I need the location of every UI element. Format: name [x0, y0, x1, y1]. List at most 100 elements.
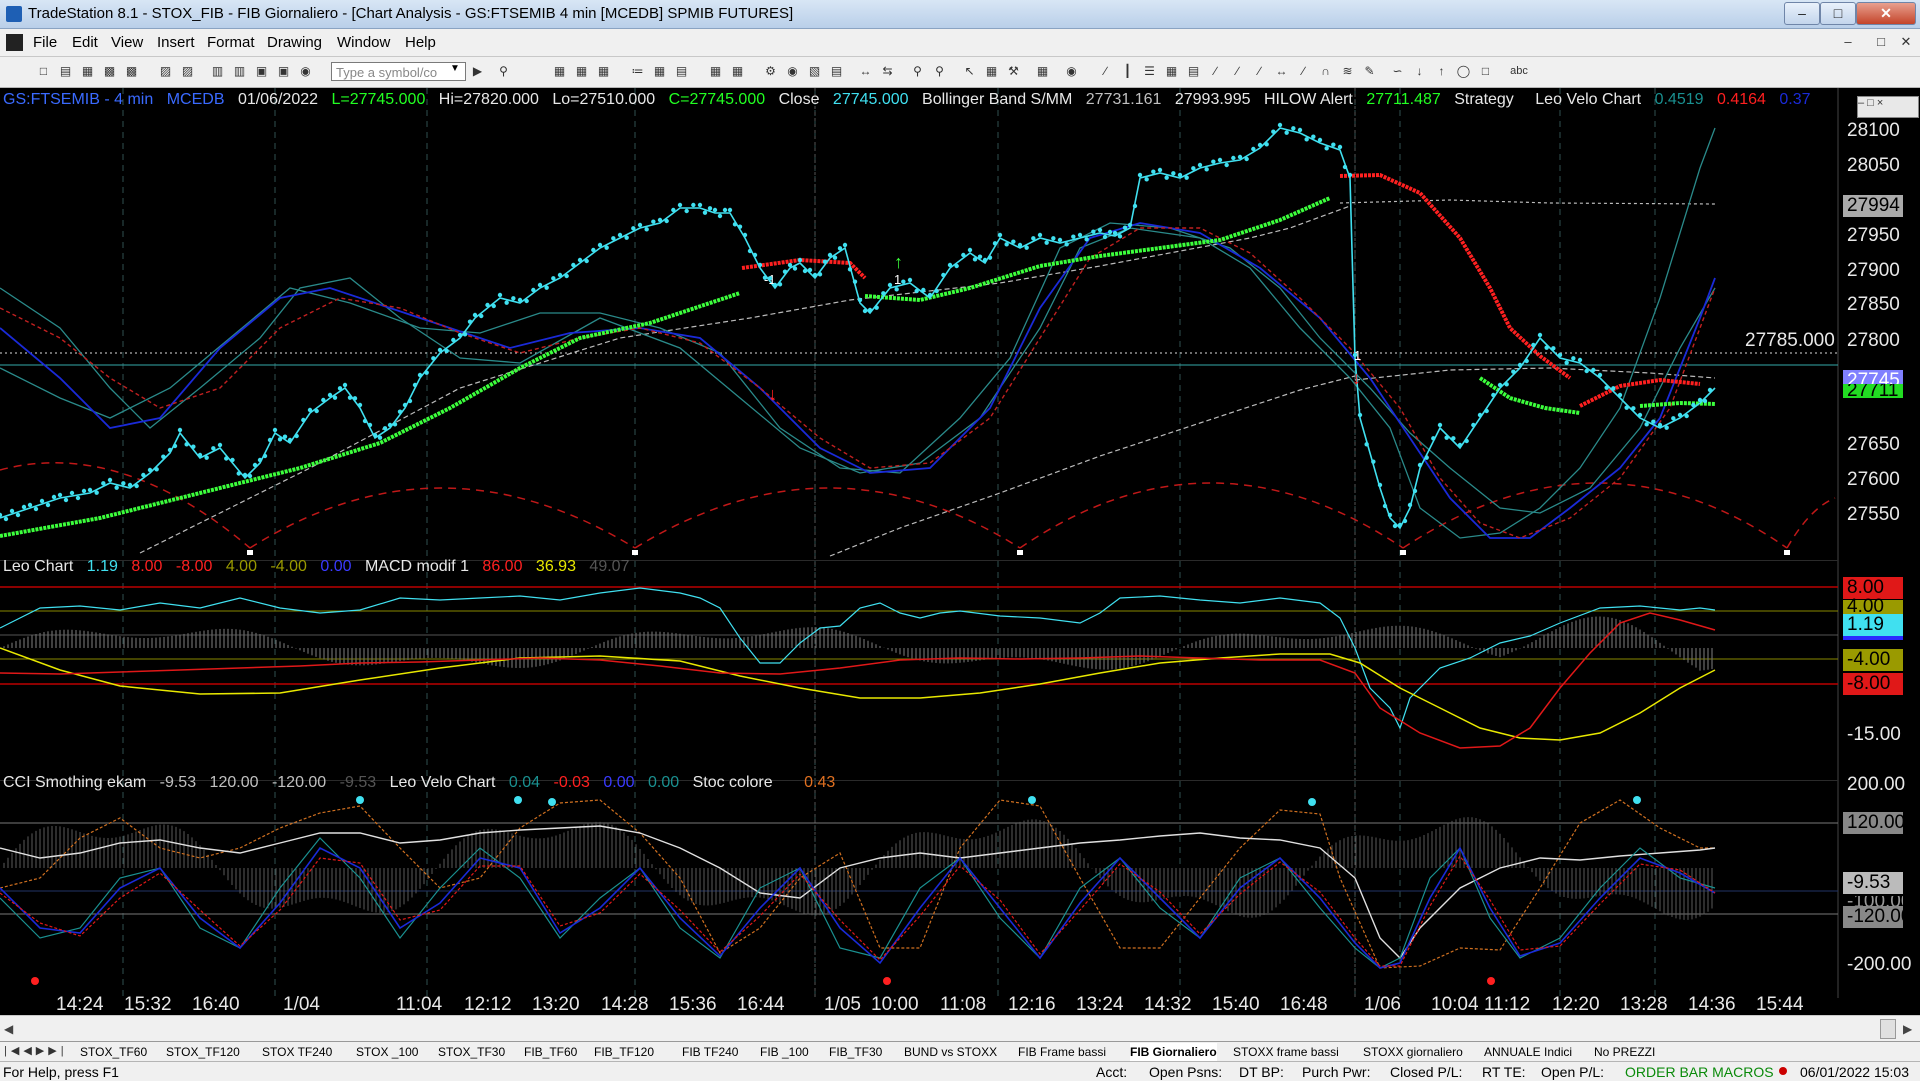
workspace-tab[interactable]: BUND vs STOXX: [904, 1045, 998, 1059]
candle-chart-icon[interactable]: ▦: [653, 64, 666, 78]
regression-icon[interactable]: ≋: [1342, 64, 1353, 78]
insert-indicator-icon[interactable]: ▦: [553, 64, 566, 78]
curve-icon[interactable]: ∽: [1392, 64, 1403, 78]
tab-nav-arrows[interactable]: |◀◀▶▶|: [4, 1045, 68, 1057]
line-chart-icon[interactable]: ▤: [675, 64, 688, 78]
horizontal-line-icon[interactable]: ☰: [1144, 64, 1155, 78]
chevron-down-icon[interactable]: ▼: [450, 63, 460, 74]
workspace-tab[interactable]: FIB Frame bassi: [1018, 1045, 1107, 1059]
trendline-icon[interactable]: ∕: [1104, 64, 1107, 78]
symbol-input[interactable]: Type a symbol/co: [331, 62, 466, 81]
minimize-button[interactable]: –: [1784, 2, 1820, 25]
maximize-button[interactable]: □: [1820, 2, 1856, 25]
chart-analysis-area[interactable]: -1 ↓ ↑ 1 1 ↓: [0, 88, 1920, 1023]
arrow-down-icon[interactable]: ↓: [1416, 64, 1423, 78]
chart-window-icon[interactable]: [6, 34, 23, 51]
scroll-thumb[interactable]: [1880, 1019, 1896, 1039]
workspace-tab[interactable]: FIB_TF30: [829, 1045, 883, 1059]
price-dot: [134, 483, 139, 489]
drag-icon[interactable]: ▦: [985, 64, 998, 78]
order-icon[interactable]: ▦: [731, 64, 744, 78]
mdi-minimize-button[interactable]: –: [1844, 34, 1852, 49]
scroll-icon[interactable]: ▤: [830, 64, 843, 78]
format-icon[interactable]: ▦: [575, 64, 588, 78]
print-preview-icon[interactable]: ▨: [181, 64, 194, 78]
mdi-close-button[interactable]: ✕: [1900, 34, 1912, 49]
chart-window-icon[interactable]: ▥: [211, 64, 224, 78]
zoom-out-icon[interactable]: ⚲: [935, 64, 944, 78]
arrow-up-icon[interactable]: ↑: [1438, 64, 1445, 78]
workspace-tab[interactable]: STOX_TF30: [438, 1045, 506, 1059]
workspace-tab[interactable]: STOX _100: [356, 1045, 419, 1059]
menu-window[interactable]: Window: [337, 34, 391, 51]
workspace-tab[interactable]: FIB_TF120: [594, 1045, 655, 1059]
menu-drawing[interactable]: Drawing: [267, 34, 323, 51]
mdi-restore-button[interactable]: □: [1877, 34, 1885, 49]
cursor-icon[interactable]: ◉: [1066, 64, 1077, 78]
link-icon[interactable]: ▣: [277, 64, 290, 78]
alerts-icon[interactable]: ◉: [787, 64, 798, 78]
rectangle-icon[interactable]: □: [1481, 64, 1490, 78]
channel-icon[interactable]: ▦: [1165, 64, 1178, 78]
save-icon[interactable]: ▩: [103, 64, 116, 78]
extend-line-icon[interactable]: ↔: [1275, 64, 1288, 78]
save-all-icon[interactable]: ▩: [125, 64, 138, 78]
symbol-lookup-icon[interactable]: ⚲: [499, 64, 508, 78]
go-arrow-icon[interactable]: ▶: [472, 64, 483, 78]
workspace-icon[interactable]: ▦: [81, 64, 94, 78]
expand-icon[interactable]: ⇆: [882, 64, 893, 78]
menu-file[interactable]: File: [33, 34, 58, 51]
data-window-icon[interactable]: ▦: [597, 64, 610, 78]
price-dot: [862, 308, 868, 314]
workspace-tab[interactable]: FIB _100: [760, 1045, 809, 1059]
settings-icon[interactable]: ⚙: [765, 64, 776, 78]
scroll-left-icon[interactable]: ◀: [4, 1022, 14, 1036]
workspace-tab[interactable]: ANNUALE Indici: [1484, 1045, 1573, 1059]
text-tool-icon[interactable]: abc: [1510, 65, 1528, 77]
lock-icon[interactable]: ▣: [255, 64, 268, 78]
gann-icon[interactable]: ∕: [1214, 64, 1217, 78]
pencil-icon[interactable]: ✎: [1364, 64, 1375, 78]
speed-line-icon[interactable]: ∕: [1236, 64, 1239, 78]
tools-icon[interactable]: ⚒: [1008, 64, 1019, 78]
strategy-icon[interactable]: ▦: [709, 64, 722, 78]
radar-icon[interactable]: ▥: [233, 64, 246, 78]
workspace-tab[interactable]: No PREZZI: [1594, 1045, 1656, 1059]
sound-icon[interactable]: ◉: [300, 64, 311, 78]
close-button[interactable]: ✕: [1856, 2, 1916, 25]
workspace-tab[interactable]: FIB TF240: [682, 1045, 739, 1059]
ellipse-icon[interactable]: ◯: [1456, 64, 1471, 78]
scroll-right-icon[interactable]: ▶: [1903, 1022, 1913, 1036]
arc-icon[interactable]: ∩: [1321, 64, 1330, 78]
subchart-controls[interactable]: – □ ×: [1857, 96, 1919, 118]
vertical-line-icon[interactable]: ┃: [1123, 64, 1132, 78]
crosshair-icon[interactable]: ▦: [1036, 64, 1049, 78]
menu-format[interactable]: Format: [207, 34, 255, 51]
ray-icon[interactable]: ∕: [1258, 64, 1261, 78]
compress-icon[interactable]: ↔: [859, 64, 872, 78]
horizontal-scrollbar[interactable]: ◀ ▶: [0, 1015, 1920, 1042]
zoom-in-icon[interactable]: ⚲: [913, 64, 922, 78]
price-dot: [894, 287, 899, 292]
menu-insert[interactable]: Insert: [157, 34, 195, 51]
fibonacci-icon[interactable]: ▤: [1187, 64, 1200, 78]
bar-chart-icon[interactable]: ≔: [631, 64, 644, 78]
chart-icon[interactable]: ▧: [808, 64, 821, 78]
chart-canvas[interactable]: -1 ↓ ↑ 1 1 ↓: [0, 88, 1920, 1023]
new-icon[interactable]: □: [39, 64, 48, 78]
workspace-tab[interactable]: STOX TF240: [262, 1045, 333, 1059]
workspace-tab[interactable]: STOX_TF120: [166, 1045, 240, 1059]
print-icon[interactable]: ▨: [159, 64, 172, 78]
workspace-tab[interactable]: FIB Giornaliero: [1130, 1043, 1217, 1061]
pointer-icon[interactable]: ↖: [964, 64, 975, 78]
parallel-icon[interactable]: ∕: [1302, 64, 1305, 78]
workspace-tab[interactable]: FIB_TF60: [524, 1045, 578, 1059]
workspace-tab[interactable]: STOX_TF60: [80, 1045, 148, 1059]
order-bar-macros[interactable]: ORDER BAR MACROS: [1625, 1064, 1774, 1080]
workspace-tab[interactable]: STOXX frame bassi: [1233, 1045, 1339, 1059]
menu-help[interactable]: Help: [405, 34, 436, 51]
menu-view[interactable]: View: [111, 34, 144, 51]
menu-edit[interactable]: Edit: [72, 34, 98, 51]
workspace-tab[interactable]: STOXX giornaliero: [1363, 1045, 1463, 1059]
open-icon[interactable]: ▤: [59, 64, 72, 78]
